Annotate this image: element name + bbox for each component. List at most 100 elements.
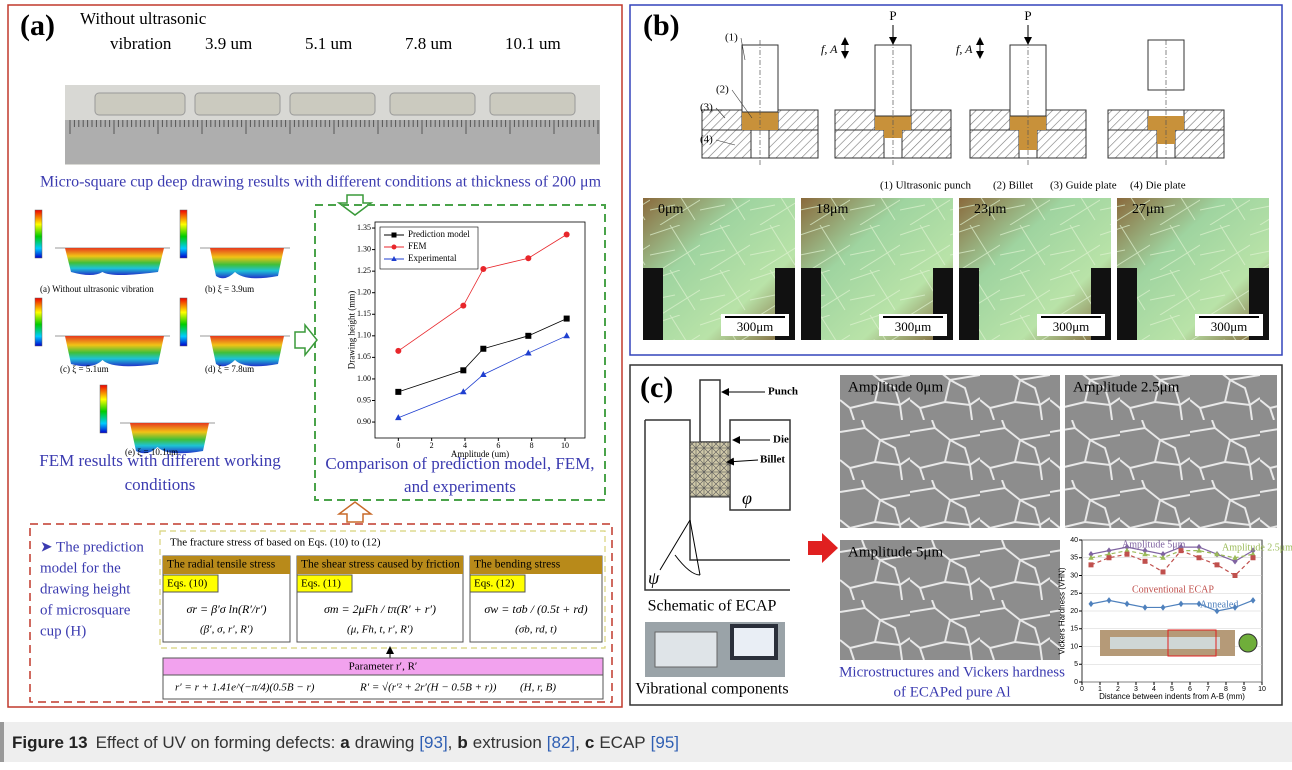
scale-label: 300μm xyxy=(737,319,774,334)
amplitude-label: 10.1 um xyxy=(505,34,561,53)
caption-part: drawing xyxy=(355,733,415,752)
point xyxy=(564,232,570,238)
model-text: cup (H) xyxy=(40,623,86,639)
caption-part: Figure 13 xyxy=(12,733,88,752)
schematic-label: Die xyxy=(773,434,789,446)
point xyxy=(395,348,401,354)
vibration-label: f, A xyxy=(821,42,838,56)
param-formula: (H, r, B) xyxy=(520,682,556,694)
point xyxy=(480,346,486,352)
sample-bar xyxy=(1110,637,1220,649)
y-tick-label: 0.95 xyxy=(357,395,371,404)
model-text: model for the xyxy=(40,560,121,576)
point xyxy=(480,266,486,272)
eq-title: The radial tensile stress xyxy=(167,559,276,571)
x-axis-label: Distance between indents from A-B (mm) xyxy=(1099,692,1245,701)
laptop-screen xyxy=(734,628,774,656)
param-formula: R′ = √(r′² + 2r′(H − 0.5B + r)) xyxy=(359,682,497,694)
figure-caption: Figure 13 Effect of UV on forming defects… xyxy=(12,733,679,752)
eq-params: (σb, rd, t) xyxy=(515,624,557,636)
sem-caption: Microstructures and Vickers hardness xyxy=(839,664,1065,680)
series-label: Amplitude 2.5μm xyxy=(1222,542,1292,553)
point xyxy=(392,233,397,238)
legend-label: Prediction model xyxy=(408,229,470,239)
fem-cup xyxy=(65,336,164,366)
x-tick-label: 0 xyxy=(1080,686,1084,693)
y-tick-label: 1.25 xyxy=(357,266,371,275)
x-tick-label: 2 xyxy=(430,441,434,450)
panel-label: (b) xyxy=(643,9,680,42)
y-axis-label: Vickers Hardness (VHN) xyxy=(1058,567,1067,654)
fracture-text: The fracture stress σf based on Eqs. (10… xyxy=(170,537,381,549)
part-label: (2) xyxy=(716,84,729,96)
y-tick-label: 1.10 xyxy=(357,331,371,340)
amplitude-label: 18μm xyxy=(816,202,849,217)
point xyxy=(1197,555,1202,560)
fem-cup xyxy=(210,248,284,278)
model-text: drawing height xyxy=(40,581,131,597)
fem-cup xyxy=(65,248,164,275)
colorbar xyxy=(35,210,42,258)
caption-part: [95] xyxy=(651,733,679,752)
y-tick-label: 1.05 xyxy=(357,352,371,361)
y-tick-label: 0.90 xyxy=(357,417,371,426)
y-tick-label: 1.15 xyxy=(357,309,371,318)
die-angle xyxy=(660,520,700,575)
point xyxy=(1161,569,1166,574)
series-label: Amplitude 5μm xyxy=(1122,539,1186,550)
legend-text: (1) Ultrasonic punch xyxy=(880,180,972,192)
amplitude-label: 7.8 um xyxy=(405,34,452,53)
components-caption: Vibrational components xyxy=(635,681,788,698)
y-tick-label: 30 xyxy=(1070,572,1078,579)
caption-part: Effect of UV on forming defects: xyxy=(96,733,336,752)
point xyxy=(460,303,466,309)
y-tick-label: 25 xyxy=(1070,590,1078,597)
arrow-up xyxy=(339,502,371,522)
y-tick-label: 1.35 xyxy=(357,223,371,232)
dark-region xyxy=(643,268,663,340)
amplitude-label: 23μm xyxy=(974,202,1007,217)
arrow-right xyxy=(295,325,317,355)
point xyxy=(1143,559,1148,564)
colorbar xyxy=(180,298,187,346)
y-tick-label: 0 xyxy=(1074,679,1078,686)
point xyxy=(460,367,466,373)
power-supply xyxy=(655,632,717,667)
caption-part: [93] xyxy=(419,733,447,752)
eq-formula: σr = β′σ ln(R′/r′) xyxy=(186,602,266,616)
scale-label: 300μm xyxy=(895,319,932,334)
amplitude-label: 27μm xyxy=(1132,202,1165,217)
eq-title: The shear stress caused by friction xyxy=(301,559,460,571)
dark-region xyxy=(959,268,979,340)
parameter: Parameter r′, R′ xyxy=(349,661,418,673)
x-axis-label: Amplitude (um) xyxy=(451,449,509,459)
x-tick-label: 0 xyxy=(396,441,400,450)
panel-label: (a) xyxy=(20,9,55,42)
caption-part: [82] xyxy=(547,733,575,752)
fem-cup xyxy=(210,336,284,366)
scale-label: 300μm xyxy=(1053,319,1090,334)
scale-label: 300μm xyxy=(1211,319,1248,334)
fem-label: (c) ξ = 5.1um xyxy=(60,364,109,374)
schematic-label: φ xyxy=(742,488,752,508)
eq-tag-text: Eqs. (12) xyxy=(474,578,515,590)
amplitude-label: 0μm xyxy=(658,202,684,217)
y-tick-label: 40 xyxy=(1070,537,1078,544)
schematic-label: ψ xyxy=(648,568,660,588)
legend-text: (3) Guide plate xyxy=(1050,180,1117,192)
billet xyxy=(690,442,730,497)
x-tick-label: 10 xyxy=(561,441,569,450)
caption-part: , xyxy=(575,733,580,752)
fem-caption: FEM results with different working xyxy=(39,451,281,470)
vibration-label: f, A xyxy=(956,42,973,56)
y-tick-label: 15 xyxy=(1070,626,1078,633)
x-tick-label: 8 xyxy=(530,441,534,450)
caption-part: b xyxy=(457,733,467,752)
sem-image xyxy=(840,375,1060,528)
fem-label: (a) Without ultrasonic vibration xyxy=(40,284,154,294)
point xyxy=(525,255,531,261)
fem-label: (b) ξ = 3.9um xyxy=(205,284,254,294)
point xyxy=(395,389,401,395)
cup-header: vibration xyxy=(110,34,172,53)
point xyxy=(1125,552,1130,557)
